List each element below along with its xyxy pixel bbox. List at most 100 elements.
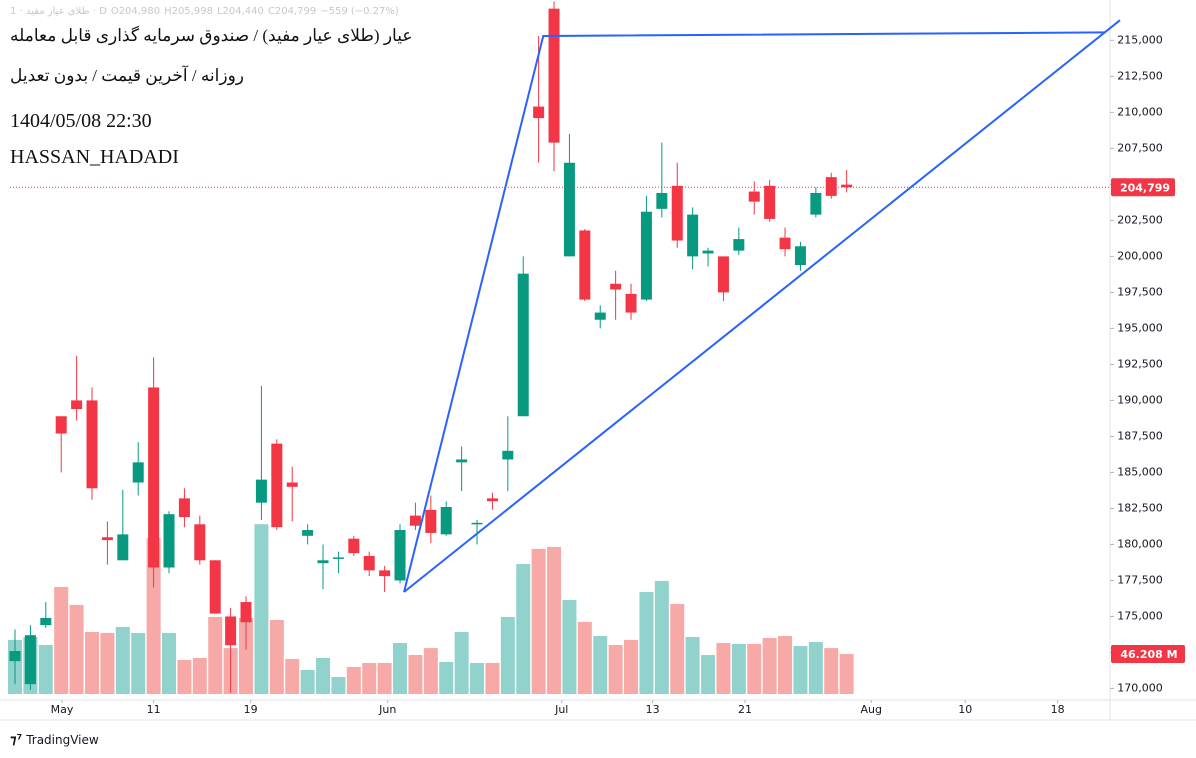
candle-body: [471, 522, 483, 525]
x-tick-label: 19: [244, 703, 258, 716]
y-tick-label: 195,000: [1117, 321, 1163, 334]
y-tick-label: 202,500: [1117, 213, 1163, 226]
y-tick-label: 212,500: [1117, 69, 1163, 82]
candle-body: [579, 230, 591, 300]
x-tick-label: 11: [147, 703, 161, 716]
y-tick-label: 210,000: [1117, 105, 1163, 118]
volume-bar: [839, 653, 854, 694]
volume-bar: [824, 648, 839, 694]
candle-body: [24, 635, 36, 685]
volume-bar: [408, 655, 423, 694]
volume-bar: [393, 642, 408, 694]
candle-body: [255, 479, 267, 503]
last-volume-box: [1111, 644, 1185, 663]
candle-body: [348, 538, 360, 554]
candle-body: [610, 283, 622, 290]
candle-body: [702, 250, 714, 254]
trend-line: [403, 19, 1121, 593]
status-item: −559 (−0.27%): [320, 6, 399, 17]
volume-bar: [177, 659, 192, 694]
candle-body: [563, 162, 575, 257]
candle-body: [317, 560, 329, 564]
candle-body: [271, 443, 283, 528]
y-tick-label: 197,500: [1117, 285, 1163, 298]
status-item: طلای عیار مفید · 1 · D: [10, 6, 107, 17]
candle-body: [517, 273, 529, 417]
x-tick-label: 18: [1051, 703, 1065, 716]
y-tick-label: 207,500: [1117, 141, 1163, 154]
y-tick-label: 175,000: [1117, 609, 1163, 622]
trend-line: [403, 31, 1106, 593]
volume-bar: [131, 632, 146, 694]
candle-body: [194, 524, 206, 561]
volume-bar: [747, 643, 762, 694]
x-tick-label: 10: [958, 703, 972, 716]
candle-body: [502, 450, 514, 460]
chart-title: عیار (طلای عیار مفید) / صندوق سرمایه گذا…: [10, 26, 413, 45]
volume-bar: [423, 648, 438, 694]
annotation: HASSAN_HADADI: [10, 146, 179, 168]
volume-bar: [100, 632, 115, 694]
volume-bar: [762, 637, 777, 694]
volume-bar: [562, 599, 577, 694]
y-tick-label: 180,000: [1117, 537, 1163, 550]
candle-body: [163, 514, 175, 568]
volume-bar: [500, 616, 515, 694]
candle-body: [225, 616, 237, 646]
y-tick-label: 170,000: [1117, 681, 1163, 694]
candle-body: [332, 557, 344, 559]
volume-bar: [254, 524, 269, 694]
y-tick-label: 185,000: [1117, 465, 1163, 478]
volume-bar: [192, 657, 207, 694]
volume-bar: [38, 644, 53, 694]
candle-body: [779, 237, 791, 250]
chart-subtitle: روزانه / آخرین قیمت / بدون تعدیل: [10, 66, 245, 85]
y-tick-label: 215,000: [1117, 33, 1163, 46]
volume-bar: [346, 666, 361, 694]
candle-body: [656, 193, 668, 209]
candle-body: [101, 537, 113, 541]
volume-bar: [439, 661, 454, 694]
candle-body: [302, 530, 314, 536]
y-tick-label: 190,000: [1117, 393, 1163, 406]
volume-bar: [547, 546, 562, 694]
volume-bar: [377, 662, 392, 694]
volume-bar: [285, 659, 300, 694]
volume-bar: [608, 644, 623, 694]
candle-body: [733, 239, 745, 251]
candle-body: [671, 185, 683, 241]
candle-body: [594, 312, 606, 320]
y-tick-label: 192,500: [1117, 357, 1163, 370]
y-tick-label: 177,500: [1117, 573, 1163, 586]
candle-body: [240, 602, 252, 623]
candle-body: [456, 459, 468, 463]
volume-bar: [670, 603, 685, 694]
x-tick-label: 13: [646, 703, 660, 716]
candle-body: [9, 651, 21, 662]
candle-body: [86, 400, 98, 489]
candle-body: [717, 256, 729, 293]
volume-bar: [362, 662, 377, 694]
volume-bar: [454, 631, 469, 694]
volume-bar: [639, 591, 654, 694]
volume-bar: [593, 635, 608, 694]
volume-bar: [239, 617, 254, 694]
brand-text: TradingView: [26, 733, 99, 747]
candle-body: [379, 570, 391, 577]
candle-body: [810, 193, 822, 215]
x-tick-label: 21: [738, 703, 752, 716]
volume-bar: [808, 642, 823, 694]
last-price-label: 204,799: [1120, 181, 1170, 194]
volume-bar: [793, 646, 808, 694]
volume-bar: [685, 637, 700, 694]
volume-bar: [115, 626, 130, 694]
candle-body: [625, 293, 637, 313]
volume-bar: [146, 538, 161, 694]
candle-body: [409, 515, 421, 526]
volume-bar: [331, 677, 346, 694]
volume-bar: [577, 621, 592, 694]
candle-body: [640, 211, 652, 300]
volume-bar: [316, 657, 331, 694]
candle-body: [825, 177, 837, 196]
